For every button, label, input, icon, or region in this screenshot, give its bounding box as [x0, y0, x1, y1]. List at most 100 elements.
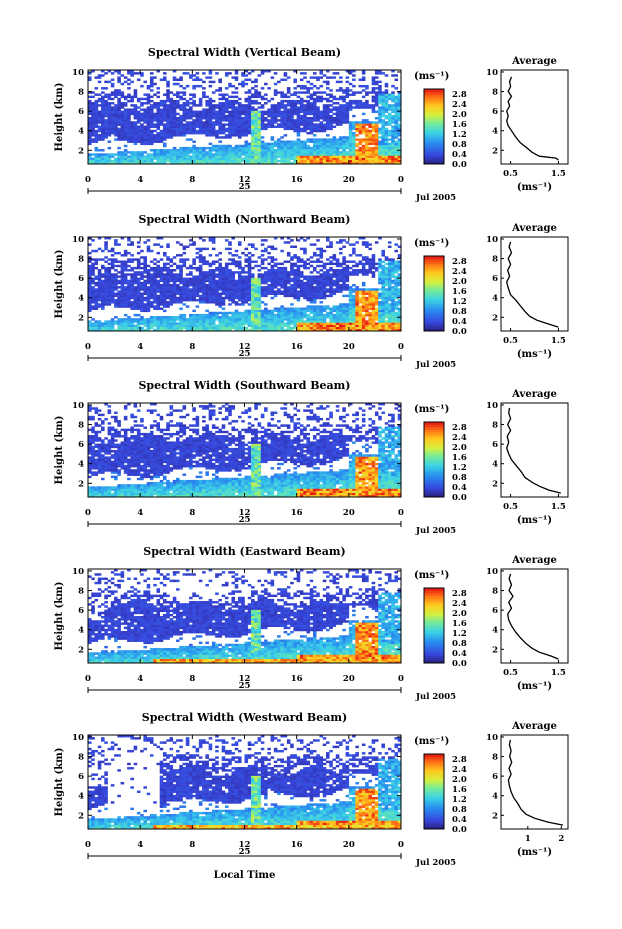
date-label: Jul 2005: [415, 193, 456, 203]
x-tick-label: 12: [239, 175, 251, 185]
avg-y-tick-label: 8: [492, 255, 498, 265]
colorbar-tick-label: 2.8: [452, 90, 467, 100]
y-tick-label: 8: [78, 421, 84, 431]
panel-title: Spectral Width (Northward Beam): [139, 213, 351, 226]
avg-y-tick-label: 4: [492, 460, 498, 470]
avg-y-tick-label: 10: [486, 401, 498, 411]
date-label: Jul 2005: [415, 526, 456, 536]
colorbar-tick-label: 0.0: [452, 327, 467, 337]
colorbar-tick-label: 1.2: [452, 463, 467, 473]
colorbar-tick-label: 0.8: [452, 140, 467, 150]
average-profile-line: [507, 739, 564, 826]
colorbar-frame: [423, 421, 445, 498]
average-panel: Average 2 4 6 8 10 0.5 1.5 (ms⁻¹): [486, 223, 569, 360]
x-tick-label: 20: [343, 840, 355, 850]
colorbar-tick-label: 2.0: [452, 110, 467, 120]
x-tick-label: 16: [291, 508, 303, 518]
colorbar-unit: (ms⁻¹): [414, 570, 449, 581]
x-tick-label: 4: [137, 508, 143, 518]
y-tick-label: 10: [72, 235, 84, 245]
colorbar: (ms⁻¹) 0.00.40.81.21.62.02.42.8: [414, 238, 467, 337]
heatmap: [88, 403, 402, 498]
x-tick-label: 8: [189, 342, 195, 352]
y-tick-label: 2: [78, 313, 84, 323]
x-tick-label: 8: [189, 840, 195, 850]
colorbar-tick-label: 0.8: [452, 307, 467, 317]
y-tick-label: 6: [78, 107, 84, 117]
colorbar-tick-label: 1.2: [452, 130, 467, 140]
x-tick-label: 0: [85, 840, 91, 850]
y-tick-label: 2: [78, 645, 84, 655]
heatmap: [88, 569, 402, 664]
y-tick-label: 8: [78, 255, 84, 265]
x-tick-label: 0: [85, 674, 91, 684]
colorbar-tick-label: 1.2: [452, 297, 467, 307]
avg-y-tick-label: 10: [486, 68, 498, 78]
average-title: Average: [511, 555, 557, 566]
avg-y-tick-label: 8: [492, 587, 498, 597]
colorbar-tick-label: 0.4: [452, 483, 467, 493]
panel-5: Spectral Width (Westward Beam) Height (km…: [54, 711, 569, 868]
day-label: 25: [239, 847, 251, 857]
x-tick-label: 0: [398, 840, 404, 850]
x-tick-label: 4: [137, 175, 143, 185]
colorbar-tick-label: 0.8: [452, 639, 467, 649]
avg-x-tick-label: 0.5: [503, 169, 518, 179]
colorbar-tick-label: 2.0: [452, 277, 467, 287]
avg-y-tick-label: 2: [492, 146, 498, 156]
y-tick-label: 4: [78, 792, 84, 802]
colorbar-frame: [423, 753, 445, 830]
panel-1: Spectral Width (Vertical Beam) Height (km…: [54, 46, 569, 203]
avg-y-tick-label: 4: [492, 792, 498, 802]
avg-y-tick-label: 10: [486, 235, 498, 245]
colorbar-tick-label: 2.4: [452, 599, 467, 609]
colorbar-tick-label: 0.4: [452, 150, 467, 160]
avg-x-tick-label: 1.5: [551, 668, 566, 678]
avg-x-tick-label: 0.5: [503, 336, 518, 346]
colorbar-tick-label: 0.8: [452, 473, 467, 483]
colorbar-tick-label: 2.0: [452, 443, 467, 453]
y-tick-label: 2: [78, 811, 84, 821]
x-tick-label: 0: [398, 342, 404, 352]
average-profile-line: [507, 573, 559, 660]
avg-x-tick-label: 0.5: [503, 502, 518, 512]
x-tick-label: 0: [85, 175, 91, 185]
x-tick-label: 4: [137, 840, 143, 850]
x-tick-label: 20: [343, 508, 355, 518]
day-label: 25: [239, 515, 251, 525]
x-tick-label: 0: [85, 342, 91, 352]
avg-y-tick-label: 10: [486, 567, 498, 577]
average-title: Average: [511, 721, 557, 732]
avg-y-tick-label: 6: [492, 772, 498, 782]
y-tick-label: 6: [78, 606, 84, 616]
average-xlabel: (ms⁻¹): [517, 681, 552, 692]
x-axis-label: Local Time: [214, 870, 276, 881]
y-axis-label: Height (km): [54, 582, 65, 651]
date-label: Jul 2005: [415, 858, 456, 868]
y-tick-label: 6: [78, 440, 84, 450]
x-tick-label: 12: [239, 840, 251, 850]
average-panel: Average 2 4 6 8 10 0.5 1.5 (ms⁻¹): [486, 389, 569, 526]
heatmap: [88, 735, 402, 830]
x-tick-label: 20: [343, 342, 355, 352]
x-tick-label: 16: [291, 342, 303, 352]
y-tick-label: 10: [72, 733, 84, 743]
x-tick-label: 4: [137, 342, 143, 352]
colorbar-unit: (ms⁻¹): [414, 238, 449, 249]
average-title: Average: [511, 223, 557, 234]
y-tick-label: 8: [78, 753, 84, 763]
average-frame: [500, 568, 569, 664]
colorbar: (ms⁻¹) 0.00.40.81.21.62.02.42.8: [414, 71, 467, 170]
colorbar-tick-label: 2.8: [452, 257, 467, 267]
avg-y-tick-label: 4: [492, 626, 498, 636]
day-label: 25: [239, 681, 251, 691]
colorbar-tick-label: 0.0: [452, 825, 467, 835]
x-tick-label: 16: [291, 840, 303, 850]
date-label: Jul 2005: [415, 360, 456, 370]
colorbar-tick-label: 1.2: [452, 795, 467, 805]
average-profile-line: [505, 76, 559, 161]
y-tick-label: 4: [78, 127, 84, 137]
colorbar-tick-label: 0.4: [452, 815, 467, 825]
x-tick-label: 12: [239, 342, 251, 352]
average-xlabel: (ms⁻¹): [517, 515, 552, 526]
